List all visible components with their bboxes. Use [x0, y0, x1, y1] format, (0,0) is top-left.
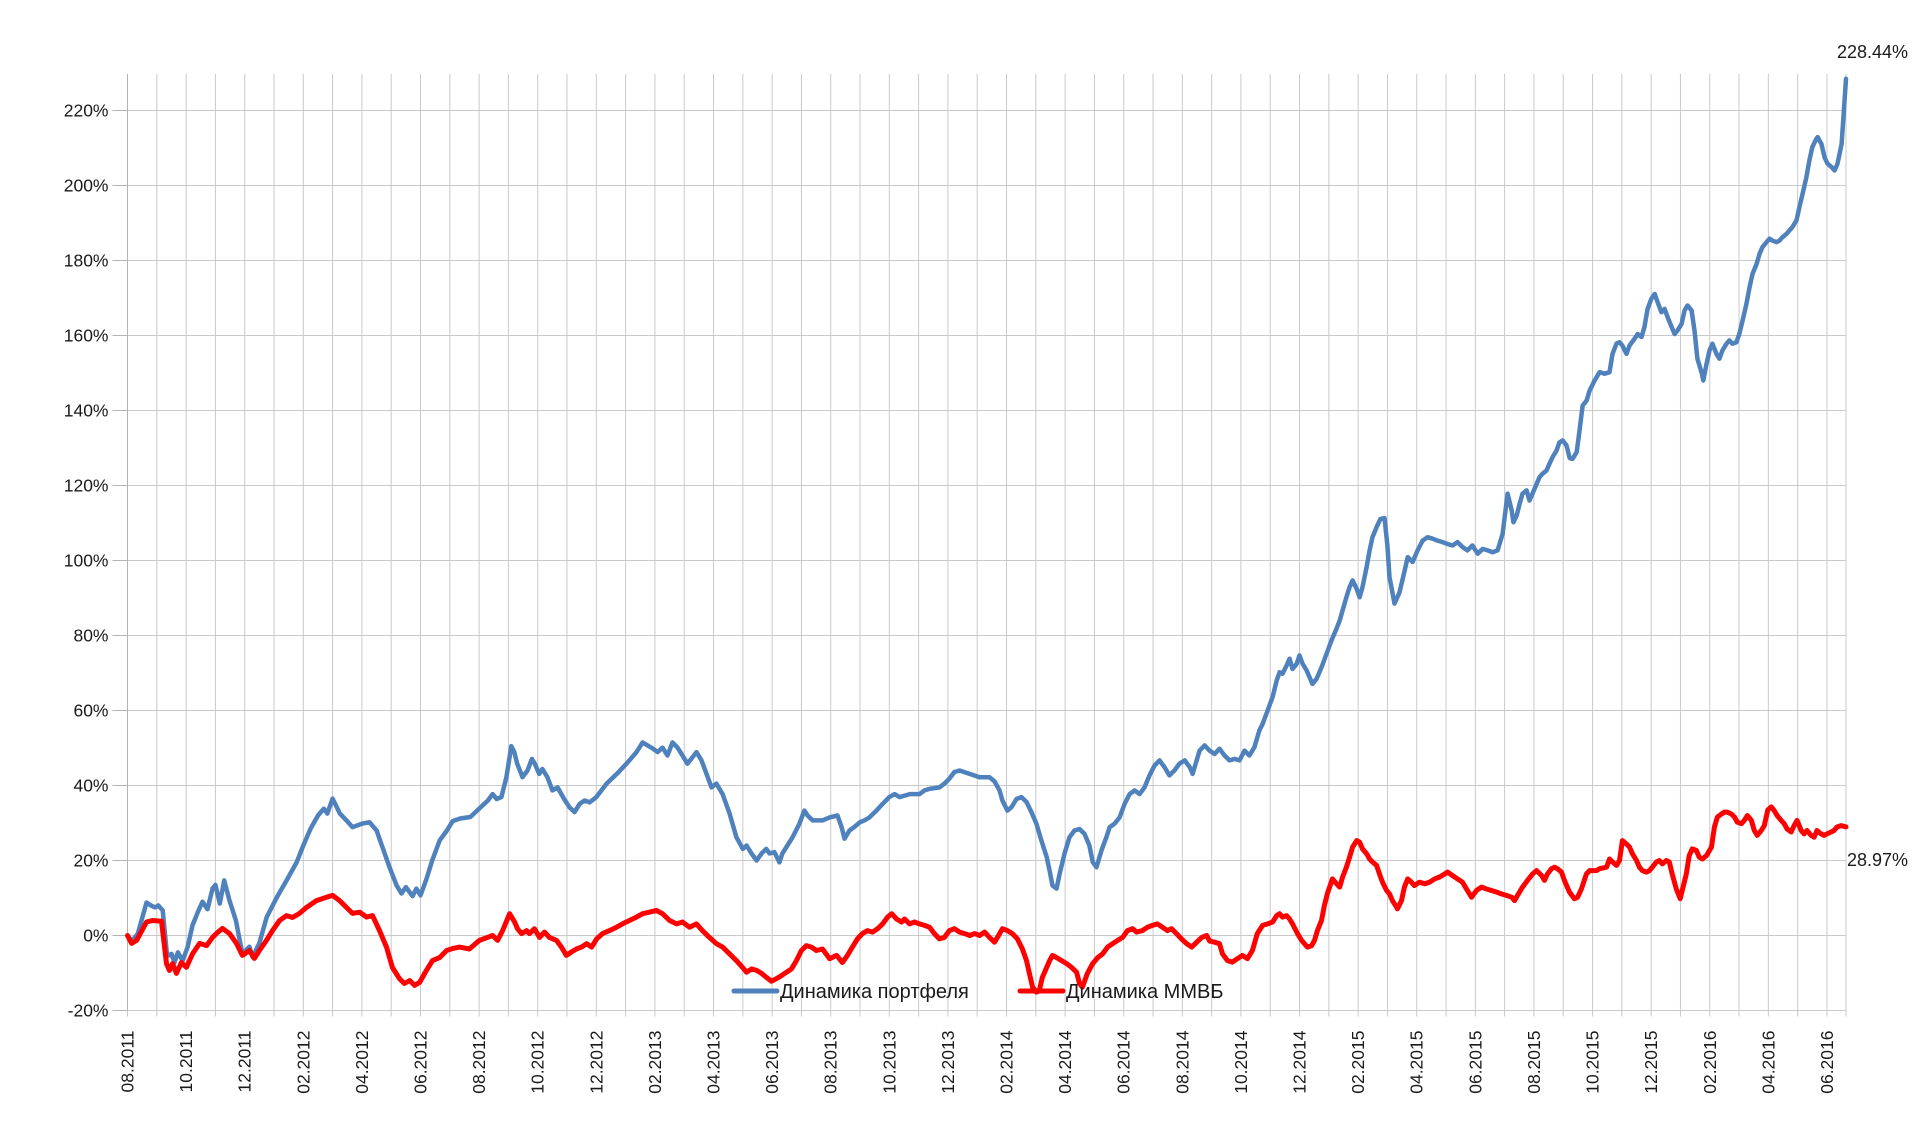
- y-tick-label: 0%: [83, 925, 108, 945]
- y-tick-label: 220%: [64, 100, 109, 120]
- y-tick-label: 140%: [64, 400, 109, 420]
- legend-label-micex: Динамика ММВБ: [1066, 981, 1223, 1003]
- x-tick-label: 10.2015: [1583, 1031, 1603, 1094]
- x-tick-label: 02.2012: [293, 1031, 313, 1094]
- legend: Динамика портфеля Динамика ММВБ: [731, 981, 1223, 1003]
- x-tick-label: 08.2015: [1524, 1031, 1544, 1094]
- x-tick-label: 12.2015: [1641, 1031, 1661, 1094]
- annotations: 228.44% 28.97%: [1837, 42, 1908, 870]
- x-tick-label: 04.2012: [352, 1031, 372, 1094]
- x-tick-label: 12.2012: [586, 1031, 606, 1094]
- x-tick-label: 08.2012: [469, 1031, 489, 1094]
- x-tick-label: 02.2013: [645, 1031, 665, 1094]
- y-tick-label: 80%: [73, 625, 108, 645]
- x-tick-label: 02.2014: [997, 1030, 1017, 1094]
- series-portfolio-line: [125, 76, 1849, 965]
- y-tick-label: 100%: [64, 550, 109, 570]
- y-tick-label: 160%: [64, 325, 109, 345]
- x-tick-label: 12.2014: [1290, 1030, 1310, 1094]
- x-tick-label: 08.2014: [1172, 1030, 1192, 1094]
- x-tick-label: 10.2014: [1231, 1030, 1251, 1094]
- x-tick-label: 08.2011: [118, 1031, 138, 1093]
- portfolio-end-value-label: 228.44%: [1837, 42, 1908, 62]
- x-tick-label: 04.2013: [704, 1031, 724, 1094]
- y-tick-label: 60%: [73, 700, 108, 720]
- x-tick-label: 06.2012: [411, 1031, 431, 1094]
- y-tick-label: 20%: [73, 850, 108, 870]
- x-tick-label: 06.2016: [1817, 1031, 1837, 1094]
- x-tick-label: 06.2013: [762, 1031, 782, 1094]
- x-tick-label: 04.2014: [1055, 1030, 1075, 1094]
- legend-label-portfolio: Динамика портфеля: [780, 981, 969, 1003]
- x-tick-label: 10.2013: [879, 1031, 899, 1094]
- x-tick-label: 02.2016: [1700, 1031, 1720, 1094]
- micex-end-value-label: 28.97%: [1847, 850, 1908, 870]
- x-tick-label: 08.2013: [821, 1031, 841, 1094]
- axes: [112, 74, 128, 1011]
- x-tick-label: 06.2014: [1114, 1030, 1134, 1094]
- x-tick-label: 02.2015: [1348, 1031, 1368, 1094]
- x-tick-label: 10.2011: [176, 1031, 196, 1093]
- x-tick-label: 04.2015: [1407, 1031, 1427, 1094]
- y-tick-label: 120%: [64, 475, 109, 495]
- x-tick-label: 12.2011: [235, 1031, 255, 1093]
- x-tick-label: 12.2013: [938, 1031, 958, 1094]
- y-axis-labels: -20% 0% 20% 40% 60% 80% 100% 120% 140% 160% 180% 20…: [64, 100, 109, 1020]
- y-tick-label: -20%: [68, 1001, 109, 1021]
- gridlines: [127, 74, 1847, 1017]
- y-tick-label: 200%: [64, 175, 109, 195]
- x-tick-label: 04.2016: [1758, 1031, 1778, 1094]
- y-tick-label: 40%: [73, 775, 108, 795]
- y-tick-label: 180%: [64, 250, 109, 270]
- x-tick-label: 06.2015: [1465, 1031, 1485, 1094]
- x-axis-labels: 08.2011 10.2011 12.2011 02.2012 04.2012 06.20…: [118, 1030, 1837, 1094]
- x-tick-label: 10.2012: [528, 1031, 548, 1094]
- series-micex-line: [125, 804, 1849, 995]
